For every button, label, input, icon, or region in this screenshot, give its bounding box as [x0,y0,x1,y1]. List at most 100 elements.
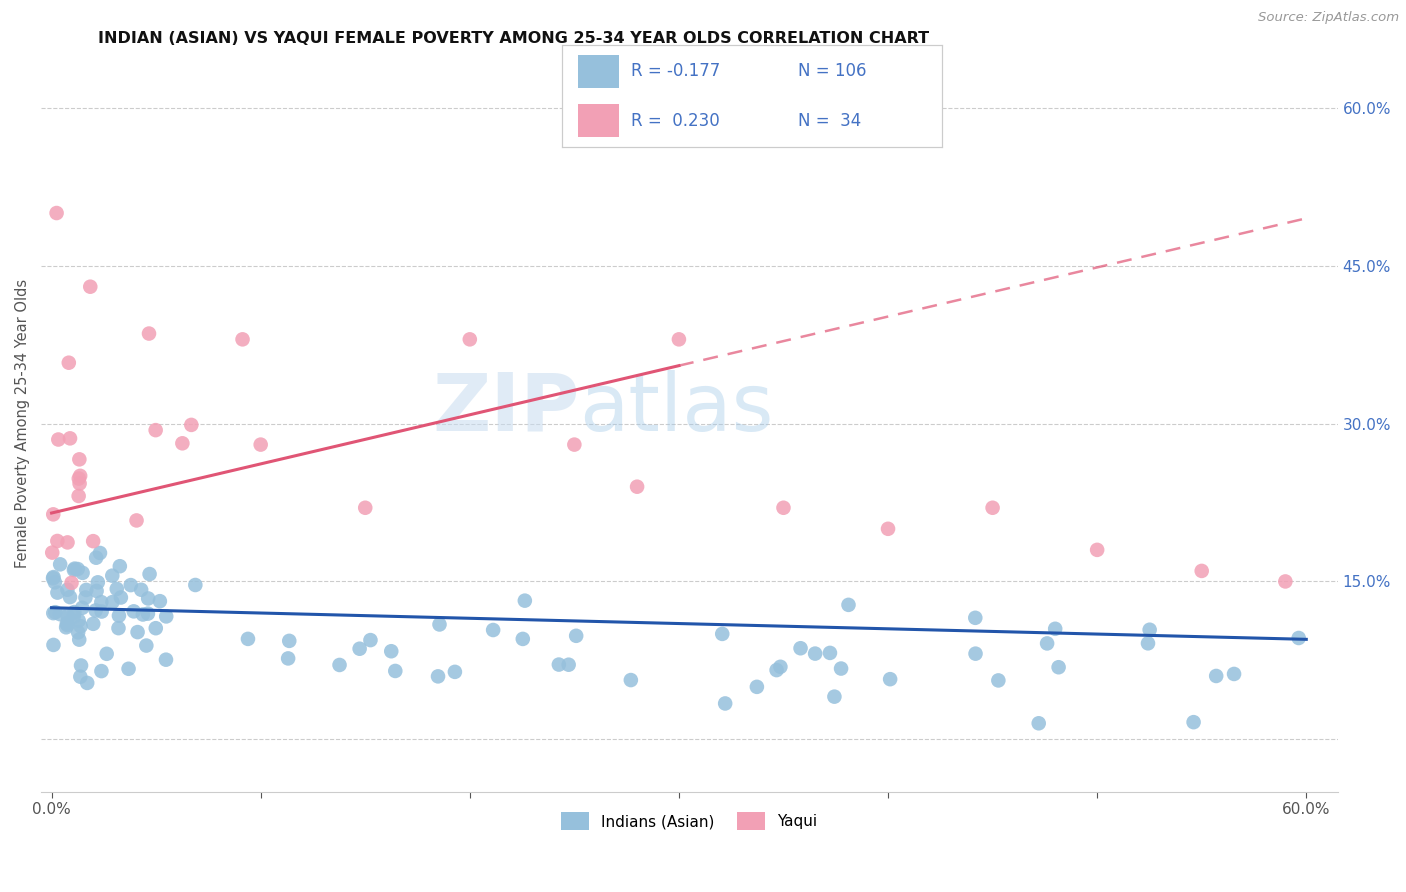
Indians (Asian) [110,591,132,605]
Bar [578,55,619,87]
Indians (Asian) [135,639,157,653]
Y-axis label: Female Poverty Among 25-34 Year Olds: Female Poverty Among 25-34 Year Olds [15,279,30,568]
Indians (Asian) [42,570,65,584]
Indians (Asian) [120,578,142,592]
Indians (Asian) [145,621,167,635]
Indians (Asian) [49,558,72,572]
Indians (Asian) [67,614,90,628]
Indians (Asian) [129,582,152,597]
Indians (Asian) [444,665,467,679]
Indians (Asian) [101,568,124,582]
Text: N = 106: N = 106 [797,62,866,80]
Indians (Asian) [76,676,98,690]
Indians (Asian) [84,603,107,617]
Yaqui [46,433,69,447]
Indians (Asian) [278,633,301,648]
Yaqui [626,480,648,494]
Yaqui [69,468,91,483]
Indians (Asian) [69,619,91,633]
Indians (Asian) [108,559,131,574]
Yaqui [354,500,377,515]
Yaqui [67,489,90,503]
Indians (Asian) [101,595,124,609]
Indians (Asian) [63,563,86,577]
Yaqui [772,500,794,515]
Legend: Indians (Asian), Yaqui: Indians (Asian), Yaqui [555,806,824,836]
Indians (Asian) [66,562,89,576]
Indians (Asian) [427,669,450,683]
Indians (Asian) [1288,631,1310,645]
Yaqui [67,452,90,467]
Indians (Asian) [42,571,65,585]
Indians (Asian) [117,662,139,676]
Indians (Asian) [565,629,588,643]
Indians (Asian) [56,582,79,597]
Indians (Asian) [1205,669,1227,683]
Yaqui [564,437,586,451]
Yaqui [60,575,83,590]
Yaqui [1085,542,1108,557]
Indians (Asian) [328,657,350,672]
Indians (Asian) [1139,623,1161,637]
Yaqui [59,431,82,445]
Indians (Asian) [55,620,77,634]
Indians (Asian) [789,641,811,656]
Yaqui [125,513,148,527]
Indians (Asian) [90,595,112,609]
Indians (Asian) [769,660,792,674]
Indians (Asian) [56,609,79,624]
Indians (Asian) [59,590,82,604]
Indians (Asian) [67,632,90,647]
Indians (Asian) [1047,660,1070,674]
Indians (Asian) [837,598,859,612]
Yaqui [180,417,202,432]
Indians (Asian) [1036,636,1059,650]
Indians (Asian) [1028,716,1050,731]
Text: atlas: atlas [579,370,773,448]
Indians (Asian) [1182,715,1205,730]
Indians (Asian) [67,625,90,640]
Yaqui [42,508,65,522]
Text: Source: ZipAtlas.com: Source: ZipAtlas.com [1258,11,1399,24]
Yaqui [41,546,63,560]
Yaqui [668,332,690,346]
Indians (Asian) [384,664,406,678]
Indians (Asian) [714,697,737,711]
Indians (Asian) [75,591,97,605]
Indians (Asian) [823,690,845,704]
Indians (Asian) [1136,636,1159,650]
Indians (Asian) [745,680,768,694]
Indians (Asian) [149,594,172,608]
Text: INDIAN (ASIAN) VS YAQUI FEMALE POVERTY AMONG 25-34 YEAR OLDS CORRELATION CHART: INDIAN (ASIAN) VS YAQUI FEMALE POVERTY A… [98,31,929,46]
Yaqui [981,500,1004,515]
Indians (Asian) [44,575,66,590]
Indians (Asian) [84,550,107,565]
Yaqui [79,279,101,293]
Indians (Asian) [72,566,94,580]
Indians (Asian) [1223,667,1246,681]
Indians (Asian) [46,585,69,599]
Indians (Asian) [90,664,112,678]
Indians (Asian) [155,609,177,624]
Indians (Asian) [547,657,569,672]
Indians (Asian) [82,616,104,631]
Indians (Asian) [136,591,159,606]
Yaqui [249,437,271,451]
Indians (Asian) [63,605,86,619]
Indians (Asian) [359,633,381,648]
Indians (Asian) [75,582,97,597]
Indians (Asian) [277,651,299,665]
Indians (Asian) [482,623,505,637]
Yaqui [458,332,481,346]
Indians (Asian) [965,611,987,625]
Indians (Asian) [96,647,118,661]
Indians (Asian) [42,638,65,652]
Indians (Asian) [89,546,111,560]
Indians (Asian) [711,627,734,641]
Indians (Asian) [765,663,787,677]
Indians (Asian) [108,608,131,623]
Indians (Asian) [380,644,402,658]
Yaqui [46,533,69,548]
Bar [578,104,619,137]
Indians (Asian) [138,567,160,582]
